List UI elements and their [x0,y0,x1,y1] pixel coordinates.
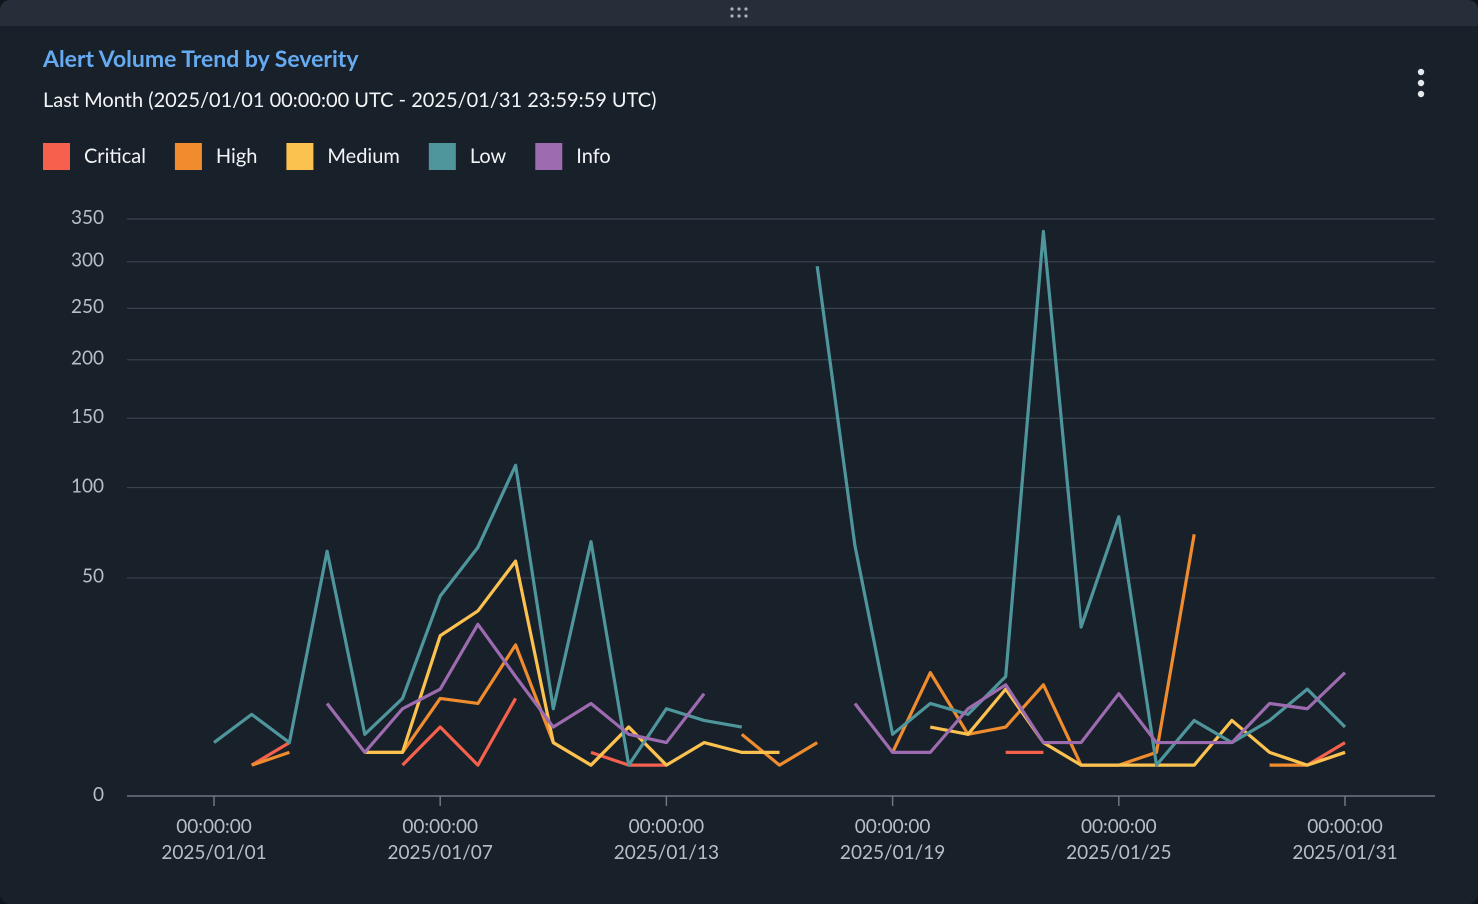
menu-button[interactable] [1413,66,1429,102]
legend-label: Critical [84,144,146,168]
chart-title: Alert Volume Trend by Severity [43,44,359,72]
series-line [325,622,1347,754]
y-tick-label: 200 [71,347,104,370]
series-line [251,534,1346,767]
x-tick-label: 00:00:00 [855,815,931,838]
x-tick-label: 00:00:00 [176,815,252,838]
legend-label: Info [576,144,610,168]
y-tick-label: 100 [71,474,104,497]
legend-swatch [174,143,202,170]
y-tick-label: 150 [71,405,104,428]
x-tick-label: 2025/01/01 [161,841,266,864]
x-tick-label: 00:00:00 [1307,815,1383,838]
y-tick-label: 50 [82,565,104,588]
x-tick-label: 2025/01/19 [840,841,945,864]
legend-swatch [286,143,314,170]
legend-swatch [428,143,456,170]
drag-handle[interactable] [0,0,1478,26]
y-tick-label: 250 [71,295,104,318]
x-tick-label: 2025/01/13 [614,841,719,864]
legend-label: High [216,144,257,168]
x-tick-label: 00:00:00 [629,815,705,838]
chart-subtitle: Last Month (2025/01/01 00:00:00 UTC - 20… [43,88,657,112]
series-line [213,229,1347,767]
x-tick-label: 00:00:00 [402,815,478,838]
x-tick-label: 2025/01/07 [388,841,493,864]
legend-label: Medium [327,144,399,168]
legend-swatch [43,143,70,170]
legend-swatch [535,143,563,170]
x-tick-label: 00:00:00 [1081,815,1157,838]
series-line [364,559,1346,767]
y-tick-label: 350 [71,206,104,229]
y-tick-label: 0 [93,783,104,806]
y-tick-label: 300 [71,249,104,272]
drag-dots [730,7,748,18]
x-tick-label: 2025/01/31 [1292,841,1397,864]
legend-label: Low [470,144,507,168]
x-tick-label: 2025/01/25 [1066,841,1171,864]
